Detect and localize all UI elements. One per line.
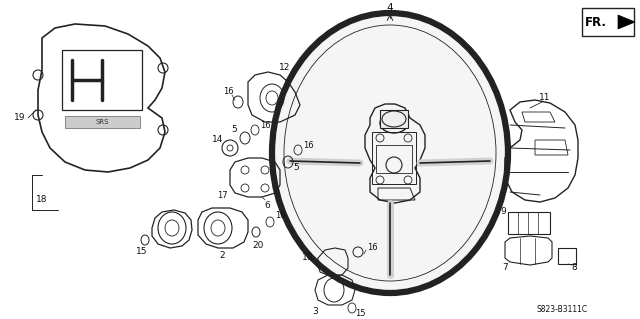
Text: 11: 11 <box>540 93 551 102</box>
Text: 2: 2 <box>219 250 225 259</box>
Bar <box>372 132 416 184</box>
Text: 20: 20 <box>252 241 264 249</box>
Text: 5: 5 <box>231 125 237 135</box>
Bar <box>65 116 140 128</box>
Text: 12: 12 <box>279 63 291 72</box>
Text: 15: 15 <box>136 248 148 256</box>
Text: 16: 16 <box>260 121 270 130</box>
Text: 16: 16 <box>223 87 234 97</box>
Text: 17: 17 <box>217 190 227 199</box>
Text: 19: 19 <box>14 114 26 122</box>
Bar <box>508 212 550 234</box>
Bar <box>558 248 576 264</box>
Polygon shape <box>618 15 635 29</box>
Text: 3: 3 <box>312 308 318 316</box>
Bar <box>582 8 634 36</box>
Text: 16: 16 <box>367 243 378 253</box>
Text: 7: 7 <box>502 263 508 272</box>
Text: FR.: FR. <box>585 16 607 28</box>
Bar <box>380 110 408 128</box>
Ellipse shape <box>382 111 406 127</box>
Text: 18: 18 <box>36 196 48 204</box>
Text: 4: 4 <box>387 3 394 13</box>
Bar <box>62 50 142 110</box>
Text: 15: 15 <box>355 309 365 318</box>
Text: 6: 6 <box>264 201 270 210</box>
Bar <box>376 145 412 173</box>
Text: 8: 8 <box>571 263 577 272</box>
Text: SRS: SRS <box>95 119 109 125</box>
Text: 9: 9 <box>500 207 506 217</box>
Text: 10: 10 <box>302 254 314 263</box>
Ellipse shape <box>272 13 508 293</box>
Text: 16: 16 <box>275 211 285 220</box>
Text: 14: 14 <box>212 136 224 145</box>
Text: 5: 5 <box>293 164 299 173</box>
Text: S823-B3111C: S823-B3111C <box>536 306 588 315</box>
Text: 16: 16 <box>303 140 314 150</box>
